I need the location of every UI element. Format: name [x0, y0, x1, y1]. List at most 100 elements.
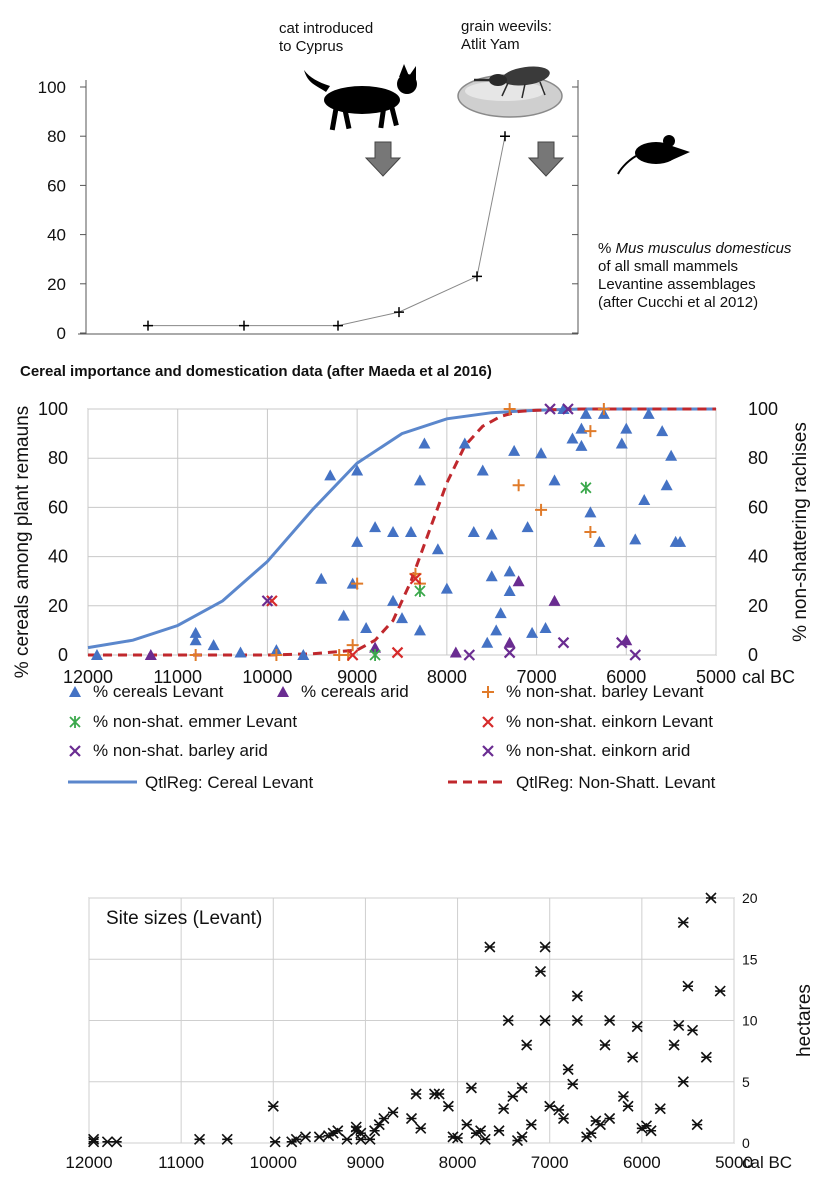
site-point — [405, 1112, 418, 1125]
point-barley-levant — [584, 425, 597, 438]
site-point — [539, 1014, 551, 1027]
point-cereals-levant — [396, 612, 408, 624]
y-tick-label: 5 — [742, 1074, 750, 1090]
legend-marker — [277, 686, 289, 697]
chart2-title: Cereal importance and domestication data… — [20, 363, 492, 380]
down-arrow-icon — [364, 141, 565, 177]
point-cereals-levant — [508, 444, 521, 456]
site-point — [594, 1119, 606, 1131]
point-cereals-levant — [503, 585, 516, 597]
site-point — [442, 1100, 454, 1112]
site-point — [267, 1100, 279, 1112]
point-cereals-levant — [458, 437, 471, 449]
y-tick-label: 10 — [742, 1013, 758, 1029]
y-axis-label: % cereals among plant remauns — [12, 406, 33, 678]
site-point — [269, 1136, 281, 1148]
x-axis-label: cal BC — [742, 667, 795, 687]
site-point — [525, 1119, 537, 1131]
site-point — [452, 1132, 464, 1144]
site-point — [101, 1136, 113, 1148]
point-cereals-levant — [494, 607, 507, 619]
point-cereals-levant — [413, 474, 426, 486]
data-line — [148, 136, 506, 327]
site-point — [502, 1014, 514, 1027]
point-cereals-levant — [467, 526, 480, 537]
point-einkorn-levant — [266, 595, 278, 607]
y-tick-label-right: 80 — [748, 448, 768, 468]
site-point — [571, 990, 583, 1002]
point-einkorn-arid — [629, 649, 642, 661]
point-cereals-levant — [593, 535, 606, 547]
point-cereals-levant — [638, 494, 651, 506]
point-cereals-levant — [660, 479, 673, 491]
site-point — [668, 1039, 680, 1051]
point-barley-levant — [503, 403, 516, 415]
site-point — [516, 1082, 528, 1094]
point-cereals-arid — [449, 646, 462, 658]
x-tick-label: 5000 — [696, 667, 736, 687]
site-point — [415, 1122, 427, 1134]
site-point — [378, 1112, 390, 1125]
point-cereals-levant — [351, 535, 364, 547]
point-barley-levant — [597, 403, 610, 415]
site-point — [622, 1100, 634, 1112]
site-point — [484, 941, 496, 953]
point-barley-levant — [351, 577, 364, 590]
y-tick-label: 40 — [48, 547, 68, 567]
site-point — [534, 965, 547, 978]
point-einkorn-arid — [544, 403, 556, 415]
site-point — [686, 1024, 699, 1036]
point-cereals-levant — [369, 521, 382, 533]
site-point — [479, 1133, 491, 1145]
x-tick-label: 5000 — [715, 1153, 753, 1172]
site-point — [677, 916, 689, 929]
site-point — [677, 1076, 689, 1088]
point-cereals-levant — [404, 526, 417, 537]
legend-marker — [69, 716, 81, 728]
point-cereals-levant — [90, 649, 103, 660]
point-cereals-levant — [481, 636, 494, 648]
site-point — [645, 1125, 657, 1137]
site-point — [604, 1112, 616, 1125]
point-cereals-levant — [490, 624, 503, 636]
legend-marker — [482, 686, 494, 698]
point-cereals-levant — [584, 506, 597, 518]
site-point — [599, 1039, 611, 1051]
point-barley-arid — [503, 646, 516, 659]
legend-marker — [69, 745, 81, 757]
site-point — [571, 1014, 583, 1027]
y-tick-label: 40 — [47, 226, 66, 245]
y-tick-label-right: 0 — [748, 645, 758, 665]
point-cereals-levant — [207, 639, 220, 651]
site-point — [553, 1104, 565, 1116]
point-emmer-levant — [369, 649, 381, 661]
legend-label: % cereals arid — [301, 682, 409, 701]
point-cereals-levant — [387, 594, 400, 606]
point-einkorn-levant — [409, 572, 422, 585]
point-einkorn-levant — [391, 646, 404, 659]
site-point — [493, 1125, 505, 1137]
site-point — [290, 1133, 302, 1145]
point-cereals-arid — [503, 636, 516, 648]
site-point — [355, 1133, 367, 1145]
y-tick-label: 0 — [58, 645, 68, 665]
y-axis-label-right: % non-shattering rachises — [790, 422, 811, 642]
species-name: Mus musculus domesticus — [615, 240, 792, 257]
legend-marker — [69, 686, 81, 697]
y-tick-label-right: 40 — [748, 547, 768, 567]
point-cereals-levant — [535, 447, 548, 459]
point-cereals-levant — [579, 407, 592, 419]
data-point — [472, 271, 482, 282]
point-cereals-levant — [629, 533, 642, 545]
point-cereals-levant — [526, 626, 539, 638]
x-tick-label: 7000 — [531, 1153, 569, 1172]
site-point — [617, 1090, 629, 1103]
site-point — [341, 1133, 353, 1145]
point-cereals-levant — [665, 449, 678, 461]
x-tick-label: 12000 — [65, 1153, 112, 1172]
site-point — [461, 1119, 473, 1131]
x-tick-label: 7000 — [517, 667, 557, 687]
cat-silhouette-icon — [304, 64, 417, 131]
point-barley-levant — [270, 649, 283, 661]
